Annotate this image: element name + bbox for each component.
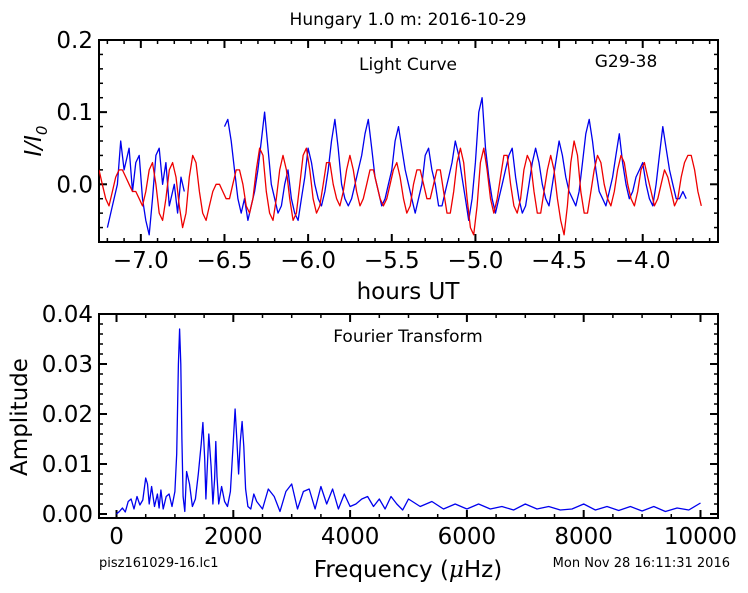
footer-timestamp: Mon Nov 28 16:11:31 2016 [553, 556, 730, 571]
footer-filename: pisz161029-16.lc1 [99, 556, 218, 571]
svg-text:I/I0: I/I0 [21, 126, 51, 157]
light-curve-x-tick-label: −6.5 [197, 248, 253, 274]
fourier-series-0-line [116, 328, 701, 515]
fourier-y-tick-label: 0.03 [42, 352, 93, 378]
light-curve-y-label: I/I0 [21, 126, 51, 157]
light-curve-series-0-line [223, 97, 687, 222]
object-label: G29-38 [595, 52, 658, 72]
fourier-y-tick-label: 0.01 [42, 452, 93, 478]
fourier-x-tick-label: 6000 [438, 524, 497, 550]
light-curve-x-tick-label: −7.0 [113, 248, 169, 274]
light-curve-x-tick-label: −4.0 [615, 248, 671, 274]
fourier-y-label: Amplitude [7, 358, 33, 476]
fourier-x-tick-label: 10000 [664, 524, 737, 550]
fourier-x-label: Frequency (μHz) [314, 557, 502, 583]
figure-title: Hungary 1.0 m: 2016-10-29 [290, 10, 527, 30]
fourier-annotation: Fourier Transform [333, 327, 482, 347]
light-curve-annotation: Light Curve [359, 55, 457, 75]
fourier-x-tick-label: 0 [109, 524, 124, 550]
light-curve-series-0-line [106, 140, 185, 236]
fourier-y-tick-label: 0.04 [42, 302, 93, 328]
light-curve-x-tick-label: −5.0 [447, 248, 503, 274]
fourier-y-tick-label: 0.00 [42, 502, 93, 528]
light-curve-y-tick-label: 0.1 [56, 100, 93, 126]
light-curve-x-tick-label: −4.5 [531, 248, 587, 274]
light-curve-x-tick-label: −5.5 [364, 248, 420, 274]
fourier-x-tick-label: 2000 [204, 524, 263, 550]
light-curve-y-tick-label: 0.0 [56, 172, 93, 198]
light-curve-series-1-line [99, 140, 702, 236]
light-curve-x-label: hours UT [357, 279, 461, 305]
light-curve-x-tick-label: −6.0 [280, 248, 336, 274]
fourier-panel: Fourier Transform Frequency (μHz) Amplit… [7, 302, 737, 583]
light-curve-y-tick-label: 0.2 [56, 28, 93, 54]
fourier-x-tick-label: 8000 [554, 524, 613, 550]
fourier-y-tick-label: 0.02 [42, 402, 93, 428]
light-curve-panel: Light Curve G29-38 hours UT I/I0 0.0 0.1 0… [21, 28, 719, 305]
fourier-x-tick-label: 4000 [321, 524, 380, 550]
